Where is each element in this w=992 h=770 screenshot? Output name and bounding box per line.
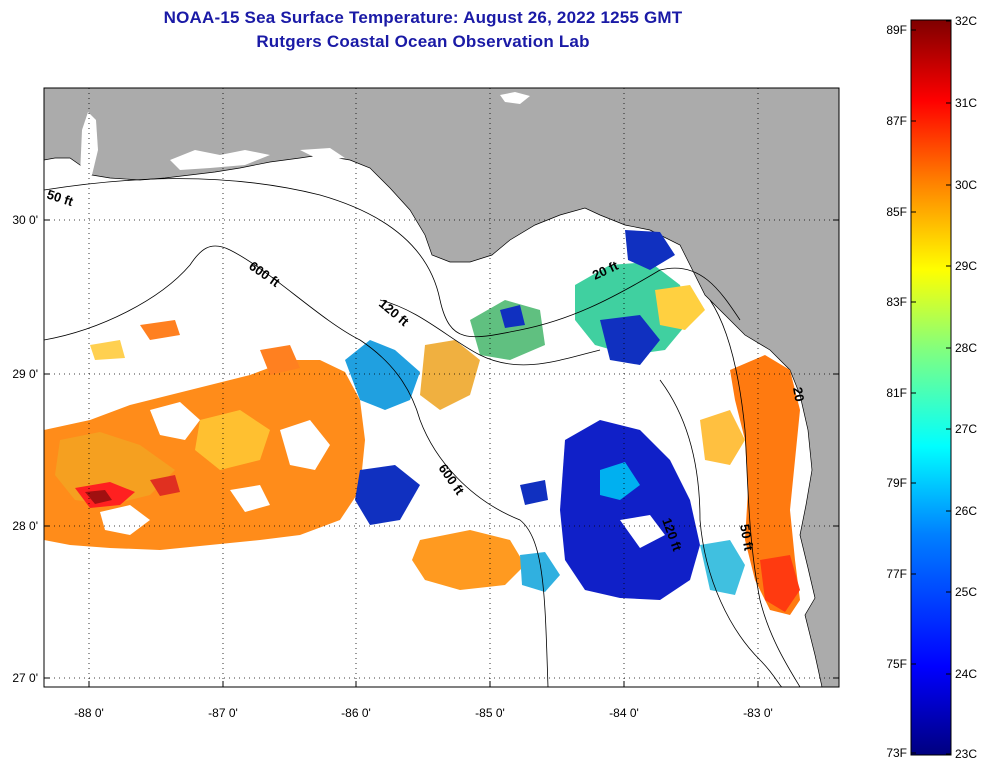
contour-label: 50 ft: [737, 523, 757, 553]
colorbar-c-label: 29C: [955, 259, 977, 273]
colorbar-f-label: 75F: [886, 657, 907, 671]
colorbar-f-label: 83F: [886, 295, 907, 309]
colorbar-f-label: 85F: [886, 205, 907, 219]
lat-label: 29 0': [12, 367, 38, 381]
colorbar-c-label: 25C: [955, 585, 977, 599]
lon-label: -84 0': [609, 706, 639, 720]
colorbar-c-label: 27C: [955, 422, 977, 436]
colorbar-f-label: 73F: [886, 746, 907, 760]
colorbar-c-label: 30C: [955, 178, 977, 192]
colorbar-c-label: 32C: [955, 14, 977, 28]
colorbar-c-label: 26C: [955, 504, 977, 518]
land-area: [44, 88, 839, 687]
colorbar-c-label: 31C: [955, 96, 977, 110]
colorbar-f-label: 79F: [886, 476, 907, 490]
map-title: NOAA-15 Sea Surface Temperature: August …: [163, 8, 683, 27]
lon-label: -88 0': [74, 706, 104, 720]
axis-ticks: [44, 219, 839, 687]
colorbar-ticks: [911, 20, 951, 755]
colorbar-c-label: 28C: [955, 341, 977, 355]
sst-data: [44, 230, 800, 615]
colorbar-f-label: 81F: [886, 386, 907, 400]
lon-label: -83 0': [743, 706, 773, 720]
colorbar-c-label: 24C: [955, 667, 977, 681]
colorbar-f-label: 87F: [886, 114, 907, 128]
depth-contours: [44, 178, 801, 687]
map-subtitle: Rutgers Coastal Ocean Observation Lab: [256, 32, 590, 51]
colorbar: [910, 19, 952, 756]
lat-label: 28 0': [12, 519, 38, 533]
colorbar-c-label: 23C: [955, 747, 977, 761]
lon-label: -85 0': [475, 706, 505, 720]
lon-label: -86 0': [341, 706, 371, 720]
lat-label: 27 0': [12, 671, 38, 685]
colorbar-f-label: 77F: [886, 567, 907, 581]
colorbar-f-label: 89F: [886, 23, 907, 37]
lat-label: 30 0': [12, 213, 38, 227]
map-frame: [43, 87, 840, 688]
contour-label: 20: [790, 386, 807, 403]
lon-label: -87 0': [208, 706, 238, 720]
